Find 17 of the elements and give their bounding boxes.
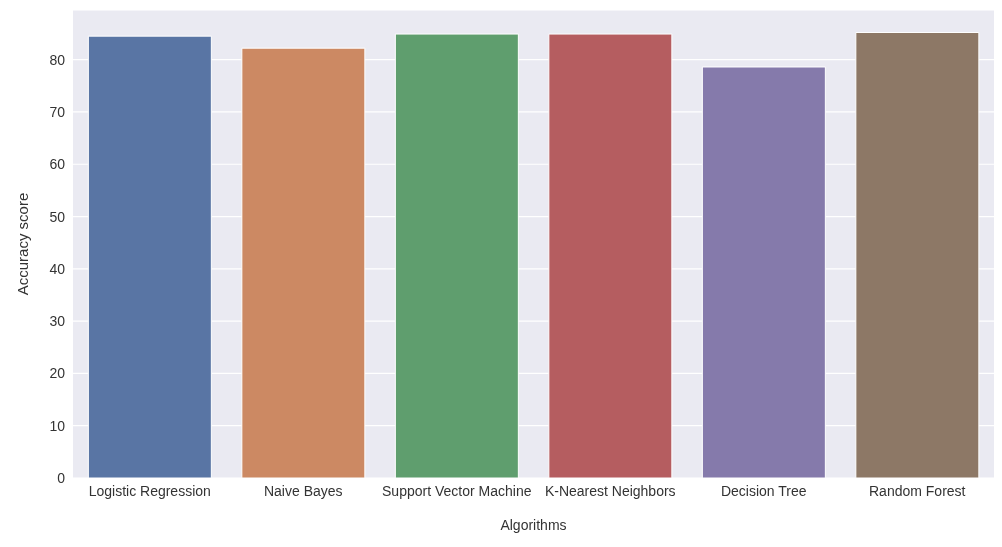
y-tick-label: 30 xyxy=(49,313,66,330)
x-tick-label: Logistic Regression xyxy=(88,482,211,499)
x-tick-label: Naive Bayes xyxy=(263,482,343,499)
x-tick-label: Support Vector Machine xyxy=(382,482,532,499)
y-tick-label: 50 xyxy=(49,208,66,225)
x-tick-label: Decision Tree xyxy=(720,482,807,499)
y-tick-label: 60 xyxy=(49,156,66,173)
y-tick-label: 20 xyxy=(49,365,66,382)
x-tick-label: K-Nearest Neighbors xyxy=(544,482,676,499)
y-tick-label: 10 xyxy=(49,417,66,434)
y-axis-title: Accuracy score xyxy=(14,192,32,296)
y-tick-label: 40 xyxy=(49,260,66,277)
x-axis-title: Algorithms xyxy=(500,517,567,533)
x-tick-label: Random Forest xyxy=(869,482,966,499)
y-tick-label: 0 xyxy=(57,469,66,486)
y-tick-label: 70 xyxy=(49,103,66,120)
y-tick-label: 80 xyxy=(49,51,66,68)
